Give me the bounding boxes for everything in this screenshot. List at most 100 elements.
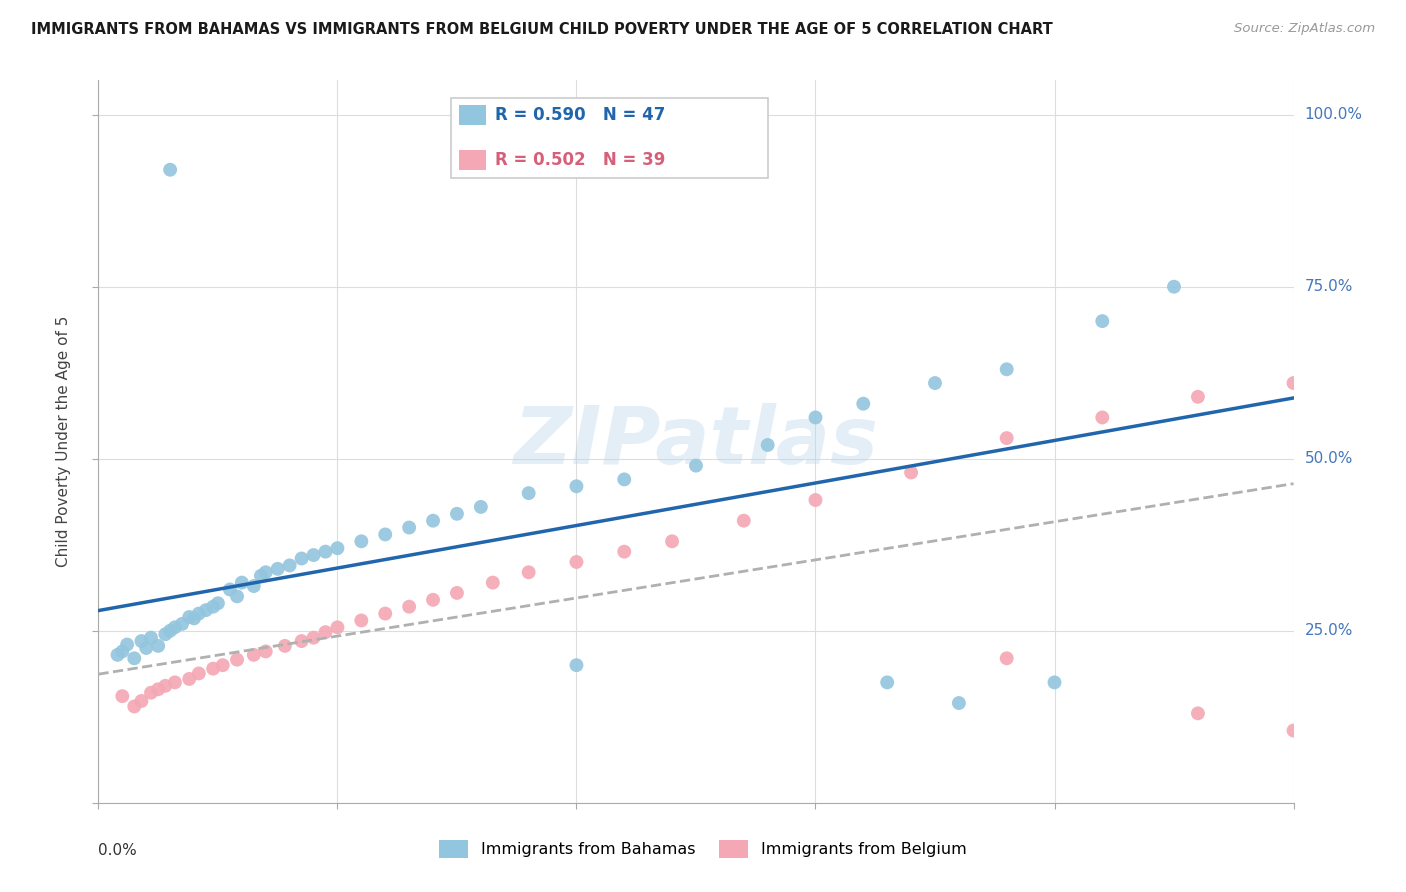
Point xyxy=(291,634,314,648)
Point xyxy=(274,639,297,653)
Point xyxy=(291,551,314,566)
Point xyxy=(124,651,146,665)
Point xyxy=(111,689,134,703)
FancyBboxPatch shape xyxy=(460,105,485,125)
Point xyxy=(613,544,636,558)
Point xyxy=(995,651,1018,665)
Point xyxy=(111,644,134,658)
Point xyxy=(179,610,201,624)
Point xyxy=(159,162,181,177)
Point xyxy=(148,682,170,697)
Point xyxy=(446,507,468,521)
Point xyxy=(155,627,177,641)
Point xyxy=(422,514,444,528)
Point xyxy=(243,648,266,662)
Point xyxy=(267,562,290,576)
Point xyxy=(804,493,827,508)
Point xyxy=(148,639,170,653)
Point xyxy=(124,699,146,714)
Point xyxy=(1163,279,1185,293)
Point xyxy=(565,479,588,493)
Point xyxy=(315,625,337,640)
Point xyxy=(948,696,970,710)
Point xyxy=(398,520,420,534)
Point xyxy=(565,555,588,569)
Text: R = 0.590   N = 47: R = 0.590 N = 47 xyxy=(495,106,665,124)
Point xyxy=(172,616,194,631)
Point xyxy=(350,534,373,549)
Point xyxy=(139,631,162,645)
Point xyxy=(326,541,349,556)
Point xyxy=(226,590,249,604)
Text: Source: ZipAtlas.com: Source: ZipAtlas.com xyxy=(1234,22,1375,36)
Point xyxy=(131,634,153,648)
Text: R = 0.502   N = 39: R = 0.502 N = 39 xyxy=(495,151,665,169)
Point xyxy=(852,397,875,411)
Point xyxy=(207,596,229,610)
Point xyxy=(250,568,273,582)
Point xyxy=(900,466,922,480)
Point xyxy=(804,410,827,425)
Point xyxy=(685,458,707,473)
Point xyxy=(565,658,588,673)
Point xyxy=(107,648,129,662)
Point xyxy=(183,611,205,625)
Point xyxy=(179,672,201,686)
Y-axis label: Child Poverty Under the Age of 5: Child Poverty Under the Age of 5 xyxy=(56,316,72,567)
Legend: Immigrants from Bahamas, Immigrants from Belgium: Immigrants from Bahamas, Immigrants from… xyxy=(433,833,973,864)
Text: 100.0%: 100.0% xyxy=(1305,107,1362,122)
Point xyxy=(1187,706,1209,721)
Point xyxy=(1091,410,1114,425)
Point xyxy=(211,658,233,673)
Point xyxy=(187,666,209,681)
Point xyxy=(195,603,218,617)
Point xyxy=(1282,723,1305,738)
Text: 25.0%: 25.0% xyxy=(1305,624,1353,639)
Point xyxy=(470,500,492,514)
Point xyxy=(254,566,277,580)
Point xyxy=(243,579,266,593)
Point xyxy=(302,631,325,645)
Text: 0.0%: 0.0% xyxy=(98,843,138,857)
Point xyxy=(231,575,253,590)
Point xyxy=(315,544,337,558)
Text: 50.0%: 50.0% xyxy=(1305,451,1353,467)
Text: ZIPatlas: ZIPatlas xyxy=(513,402,879,481)
FancyBboxPatch shape xyxy=(460,150,485,169)
Point xyxy=(756,438,779,452)
FancyBboxPatch shape xyxy=(451,98,768,178)
Point xyxy=(995,431,1018,445)
Point xyxy=(219,582,242,597)
Point xyxy=(202,662,225,676)
Point xyxy=(995,362,1018,376)
Point xyxy=(374,527,396,541)
Point xyxy=(374,607,396,621)
Point xyxy=(350,614,373,628)
Point xyxy=(302,548,325,562)
Point xyxy=(278,558,301,573)
Point xyxy=(139,686,162,700)
Point xyxy=(482,575,505,590)
Point xyxy=(163,620,186,634)
Point xyxy=(155,679,177,693)
Point xyxy=(613,472,636,486)
Text: 75.0%: 75.0% xyxy=(1305,279,1353,294)
Point xyxy=(202,599,225,614)
Point xyxy=(446,586,468,600)
Point xyxy=(187,607,209,621)
Point xyxy=(1043,675,1066,690)
Point xyxy=(661,534,683,549)
Point xyxy=(254,644,277,658)
Point xyxy=(135,640,157,655)
Point xyxy=(326,620,349,634)
Point xyxy=(517,566,540,580)
Point xyxy=(1187,390,1209,404)
Point xyxy=(159,624,181,638)
Point xyxy=(1091,314,1114,328)
Point xyxy=(115,638,138,652)
Point xyxy=(226,653,249,667)
Point xyxy=(924,376,946,390)
Point xyxy=(131,694,153,708)
Point xyxy=(733,514,755,528)
Point xyxy=(422,592,444,607)
